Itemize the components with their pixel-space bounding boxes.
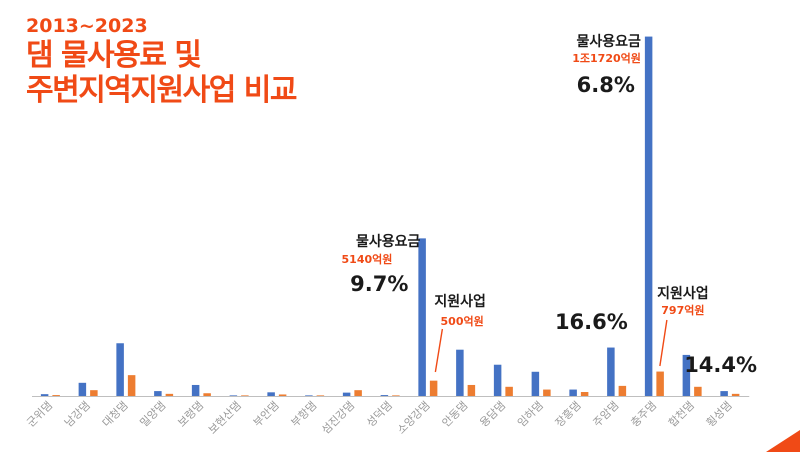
bar-support-15 bbox=[618, 385, 627, 396]
title-line-1: 댐 물사용료 및 bbox=[26, 38, 202, 73]
bar-water-fee-10 bbox=[418, 238, 426, 396]
annotation-soyang-amount: 5140억원 bbox=[342, 252, 393, 266]
bar-water-fee-17 bbox=[682, 354, 691, 396]
x-tick-label-5: 보현산댐 bbox=[206, 399, 244, 437]
annotation-andong-label: 지원사업 bbox=[434, 294, 486, 310]
x-tick-label-16: 충주댐 bbox=[628, 399, 659, 430]
x-tick-label-13: 임하댐 bbox=[514, 398, 545, 429]
x-tick-label-9: 성덕댐 bbox=[364, 399, 395, 430]
bar-water-fee-13 bbox=[531, 371, 540, 396]
x-tick-label-2: 대청댐 bbox=[100, 399, 131, 430]
x-tick-label-1: 남강댐 bbox=[62, 399, 93, 430]
title-period: 2013~2023 bbox=[26, 15, 148, 37]
x-tick-label-10: 소양강댐 bbox=[395, 399, 433, 437]
bar-support-1 bbox=[90, 390, 98, 396]
x-tick-label-3: 밀양댐 bbox=[138, 399, 169, 430]
bar-water-fee-4 bbox=[191, 384, 200, 396]
bar-support-14 bbox=[580, 392, 589, 396]
bar-support-16 bbox=[656, 371, 664, 396]
x-tick-label-11: 안동댐 bbox=[440, 399, 471, 430]
bar-water-fee-14 bbox=[569, 389, 577, 396]
bar-support-4 bbox=[203, 393, 211, 396]
annotation-andong-amount: 500억원 bbox=[441, 314, 484, 328]
bar-support-11 bbox=[467, 384, 476, 396]
annotation-chungju-support-arrow bbox=[659, 319, 668, 367]
bar-water-fee-18 bbox=[720, 391, 728, 396]
bar-support-8 bbox=[354, 390, 362, 396]
annotation-soyang-ratio: 9.7% bbox=[350, 272, 408, 296]
x-tick-label-4: 보령댐 bbox=[175, 399, 206, 430]
bar-water-fee-11 bbox=[456, 349, 464, 396]
annotation-andong-arrow bbox=[434, 328, 444, 373]
annotation-chungju-support-amount: 797억원 bbox=[661, 303, 704, 317]
bar-water-fee-2 bbox=[116, 343, 124, 396]
bar-water-fee-1 bbox=[78, 382, 87, 396]
bar-support-6 bbox=[278, 394, 287, 396]
bar-water-fee-6 bbox=[267, 392, 275, 396]
bar-support-7 bbox=[316, 395, 325, 396]
bar-water-fee-0 bbox=[40, 394, 49, 396]
bar-support-17 bbox=[694, 386, 702, 396]
bar-support-10 bbox=[429, 380, 438, 396]
x-tick-label-15: 주암댐 bbox=[591, 399, 622, 430]
bar-support-12 bbox=[505, 386, 513, 396]
bar-support-3 bbox=[165, 393, 174, 396]
bar-support-18 bbox=[731, 393, 740, 396]
bar-support-5 bbox=[241, 395, 249, 396]
bar-support-2 bbox=[127, 375, 136, 396]
bar-support-0 bbox=[52, 395, 60, 396]
x-tick-label-12: 용담댐 bbox=[477, 399, 508, 430]
annotation-ratio-hapcheon: 14.4% bbox=[684, 353, 757, 377]
bar-water-fee-7 bbox=[305, 395, 313, 396]
bar-water-fee-9 bbox=[380, 395, 389, 396]
x-tick-label-14: 장흥댐 bbox=[552, 398, 583, 429]
annotation-ratio-jangheung: 16.6% bbox=[555, 310, 628, 334]
x-tick-label-8: 섬진강댐 bbox=[319, 399, 357, 437]
corner-accent-triangle bbox=[766, 430, 800, 452]
x-tick-label-18: 횡성댐 bbox=[704, 399, 735, 430]
x-tick-label-0: 군위댐 bbox=[24, 399, 55, 430]
annotation-chungju-amount: 1조1720억원 bbox=[572, 51, 641, 65]
annotation-chungju-label: 물사용요금 bbox=[576, 34, 641, 50]
bar-water-fee-16 bbox=[644, 36, 653, 396]
bar-water-fee-5 bbox=[229, 395, 238, 396]
x-tick-label-6: 부안댐 bbox=[251, 399, 282, 430]
bar-water-fee-8 bbox=[342, 392, 351, 396]
annotation-chungju-support-label: 지원사업 bbox=[657, 286, 709, 302]
annotation-soyang-label: 물사용요금 bbox=[356, 234, 421, 250]
chart-title: 2013~2023 댐 물사용료 및 주변지역지원사업 비교 bbox=[26, 14, 297, 108]
annotation-chungju-ratio: 6.8% bbox=[577, 73, 635, 97]
bar-water-fee-15 bbox=[607, 347, 615, 396]
title-line-2: 주변지역지원사업 비교 bbox=[26, 73, 297, 108]
bar-water-fee-3 bbox=[154, 391, 162, 396]
x-tick-label-7: 부항댐 bbox=[289, 399, 320, 430]
x-tick-label-17: 합천댐 bbox=[665, 398, 696, 429]
bar-support-9 bbox=[392, 395, 400, 396]
bar-water-fee-12 bbox=[493, 364, 502, 396]
bar-support-13 bbox=[543, 389, 551, 396]
